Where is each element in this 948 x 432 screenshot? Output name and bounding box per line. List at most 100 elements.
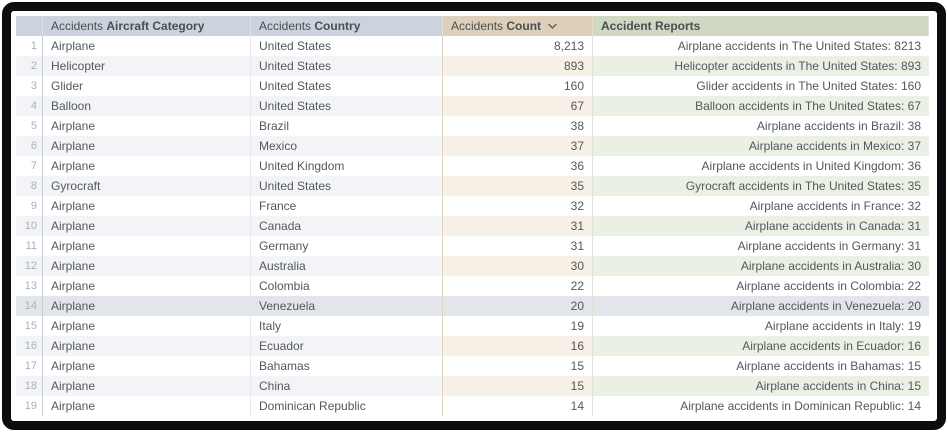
table-row[interactable]: 10 Airplane Canada 31 Airplane accidents…	[16, 216, 929, 236]
cell-aircraft-category[interactable]: Airplane	[43, 256, 251, 276]
cell-aircraft-category[interactable]: Airplane	[43, 276, 251, 296]
cell-report[interactable]: Airplane accidents in Venezuela: 20	[593, 296, 929, 316]
cell-report[interactable]: Airplane accidents in Brazil: 38	[593, 116, 929, 136]
header-aircraft-category[interactable]: Accidents Aircraft Category	[43, 16, 251, 36]
cell-count[interactable]: 36	[443, 156, 593, 176]
cell-report[interactable]: Airplane accidents in Germany: 31	[593, 236, 929, 256]
table-row[interactable]: 15 Airplane Italy 19 Airplane accidents …	[16, 316, 929, 336]
table-row[interactable]: 7 Airplane United Kingdom 36 Airplane ac…	[16, 156, 929, 176]
cell-count[interactable]: 15	[443, 376, 593, 396]
cell-aircraft-category[interactable]: Airplane	[43, 36, 251, 56]
cell-count[interactable]: 37	[443, 136, 593, 156]
cell-count[interactable]: 31	[443, 216, 593, 236]
cell-count[interactable]: 30	[443, 256, 593, 276]
cell-report[interactable]: Airplane accidents in Dominican Republic…	[593, 396, 929, 416]
table-row[interactable]: 16 Airplane Ecuador 16 Airplane accident…	[16, 336, 929, 356]
cell-country[interactable]: Venezuela	[251, 296, 443, 316]
table-row[interactable]: 19 Airplane Dominican Republic 14 Airpla…	[16, 396, 929, 416]
table-row[interactable]: 9 Airplane France 32 Airplane accidents …	[16, 196, 929, 216]
table-row[interactable]: 2 Helicopter United States 893 Helicopte…	[16, 56, 929, 76]
cell-country[interactable]: Germany	[251, 236, 443, 256]
cell-count[interactable]: 19	[443, 316, 593, 336]
cell-aircraft-category[interactable]: Balloon	[43, 96, 251, 116]
table-row[interactable]: 1 Airplane United States 8,213 Airplane …	[16, 36, 929, 56]
cell-count[interactable]: 8,213	[443, 36, 593, 56]
cell-report[interactable]: Airplane accidents in Mexico: 37	[593, 136, 929, 156]
cell-report[interactable]: Gyrocraft accidents in The United States…	[593, 176, 929, 196]
cell-aircraft-category[interactable]: Airplane	[43, 316, 251, 336]
cell-country[interactable]: United States	[251, 176, 443, 196]
cell-country[interactable]: Brazil	[251, 116, 443, 136]
cell-aircraft-category[interactable]: Helicopter	[43, 56, 251, 76]
cell-report[interactable]: Airplane accidents in Colombia: 22	[593, 276, 929, 296]
cell-count[interactable]: 14	[443, 396, 593, 416]
table-row[interactable]: 6 Airplane Mexico 37 Airplane accidents …	[16, 136, 929, 156]
cell-report[interactable]: Airplane accidents in United Kingdom: 36	[593, 156, 929, 176]
cell-country[interactable]: Australia	[251, 256, 443, 276]
cell-country[interactable]: France	[251, 196, 443, 216]
table-row[interactable]: 3 Glider United States 160 Glider accide…	[16, 76, 929, 96]
cell-aircraft-category[interactable]: Airplane	[43, 296, 251, 316]
table-row[interactable]: 5 Airplane Brazil 38 Airplane accidents …	[16, 116, 929, 136]
cell-country[interactable]: United States	[251, 56, 443, 76]
cell-aircraft-category[interactable]: Airplane	[43, 156, 251, 176]
cell-country[interactable]: China	[251, 376, 443, 396]
cell-count[interactable]: 16	[443, 336, 593, 356]
cell-country[interactable]: Mexico	[251, 136, 443, 156]
cell-aircraft-category[interactable]: Glider	[43, 76, 251, 96]
cell-aircraft-category[interactable]: Gyrocraft	[43, 176, 251, 196]
cell-country[interactable]: Bahamas	[251, 356, 443, 376]
cell-aircraft-category[interactable]: Airplane	[43, 356, 251, 376]
table-row[interactable]: 17 Airplane Bahamas 15 Airplane accident…	[16, 356, 929, 376]
header-count[interactable]: Accidents Count	[443, 16, 593, 36]
cell-country[interactable]: Dominican Republic	[251, 396, 443, 416]
cell-report[interactable]: Airplane accidents in The United States:…	[593, 36, 929, 56]
cell-report[interactable]: Airplane accidents in Italy: 19	[593, 316, 929, 336]
table-row[interactable]: 14 Airplane Venezuela 20 Airplane accide…	[16, 296, 929, 316]
cell-count[interactable]: 160	[443, 76, 593, 96]
cell-country[interactable]: Canada	[251, 216, 443, 236]
cell-aircraft-category[interactable]: Airplane	[43, 116, 251, 136]
cell-count[interactable]: 31	[443, 236, 593, 256]
cell-report[interactable]: Airplane accidents in France: 32	[593, 196, 929, 216]
cell-count[interactable]: 35	[443, 176, 593, 196]
table-row[interactable]: 18 Airplane China 15 Airplane accidents …	[16, 376, 929, 396]
cell-count[interactable]: 15	[443, 356, 593, 376]
cell-report[interactable]: Airplane accidents in China: 15	[593, 376, 929, 396]
table-row[interactable]: 13 Airplane Colombia 22 Airplane acciden…	[16, 276, 929, 296]
chevron-down-icon[interactable]	[547, 22, 558, 30]
cell-report[interactable]: Airplane accidents in Bahamas: 15	[593, 356, 929, 376]
cell-count[interactable]: 893	[443, 56, 593, 76]
cell-count[interactable]: 22	[443, 276, 593, 296]
cell-count[interactable]: 38	[443, 116, 593, 136]
cell-aircraft-category[interactable]: Airplane	[43, 216, 251, 236]
cell-count[interactable]: 67	[443, 96, 593, 116]
cell-aircraft-category[interactable]: Airplane	[43, 136, 251, 156]
cell-count[interactable]: 32	[443, 196, 593, 216]
header-accident-reports[interactable]: Accident Reports	[593, 16, 929, 36]
cell-count[interactable]: 20	[443, 296, 593, 316]
cell-country[interactable]: United States	[251, 36, 443, 56]
cell-country[interactable]: Ecuador	[251, 336, 443, 356]
cell-report[interactable]: Airplane accidents in Canada: 31	[593, 216, 929, 236]
cell-aircraft-category[interactable]: Airplane	[43, 236, 251, 256]
cell-report[interactable]: Airplane accidents in Ecuador: 16	[593, 336, 929, 356]
table-row[interactable]: 8 Gyrocraft United States 35 Gyrocraft a…	[16, 176, 929, 196]
cell-aircraft-category[interactable]: Airplane	[43, 336, 251, 356]
cell-report[interactable]: Airplane accidents in Australia: 30	[593, 256, 929, 276]
cell-report[interactable]: Glider accidents in The United States: 1…	[593, 76, 929, 96]
table-row[interactable]: 11 Airplane Germany 31 Airplane accident…	[16, 236, 929, 256]
cell-country[interactable]: United States	[251, 96, 443, 116]
table-row[interactable]: 4 Balloon United States 67 Balloon accid…	[16, 96, 929, 116]
cell-aircraft-category[interactable]: Airplane	[43, 396, 251, 416]
cell-country[interactable]: Italy	[251, 316, 443, 336]
cell-country[interactable]: United Kingdom	[251, 156, 443, 176]
cell-aircraft-category[interactable]: Airplane	[43, 196, 251, 216]
cell-country[interactable]: Colombia	[251, 276, 443, 296]
table-row[interactable]: 12 Airplane Australia 30 Airplane accide…	[16, 256, 929, 276]
cell-report[interactable]: Balloon accidents in The United States: …	[593, 96, 929, 116]
cell-aircraft-category[interactable]: Airplane	[43, 376, 251, 396]
cell-country[interactable]: United States	[251, 76, 443, 96]
cell-report[interactable]: Helicopter accidents in The United State…	[593, 56, 929, 76]
header-country[interactable]: Accidents Country	[251, 16, 443, 36]
